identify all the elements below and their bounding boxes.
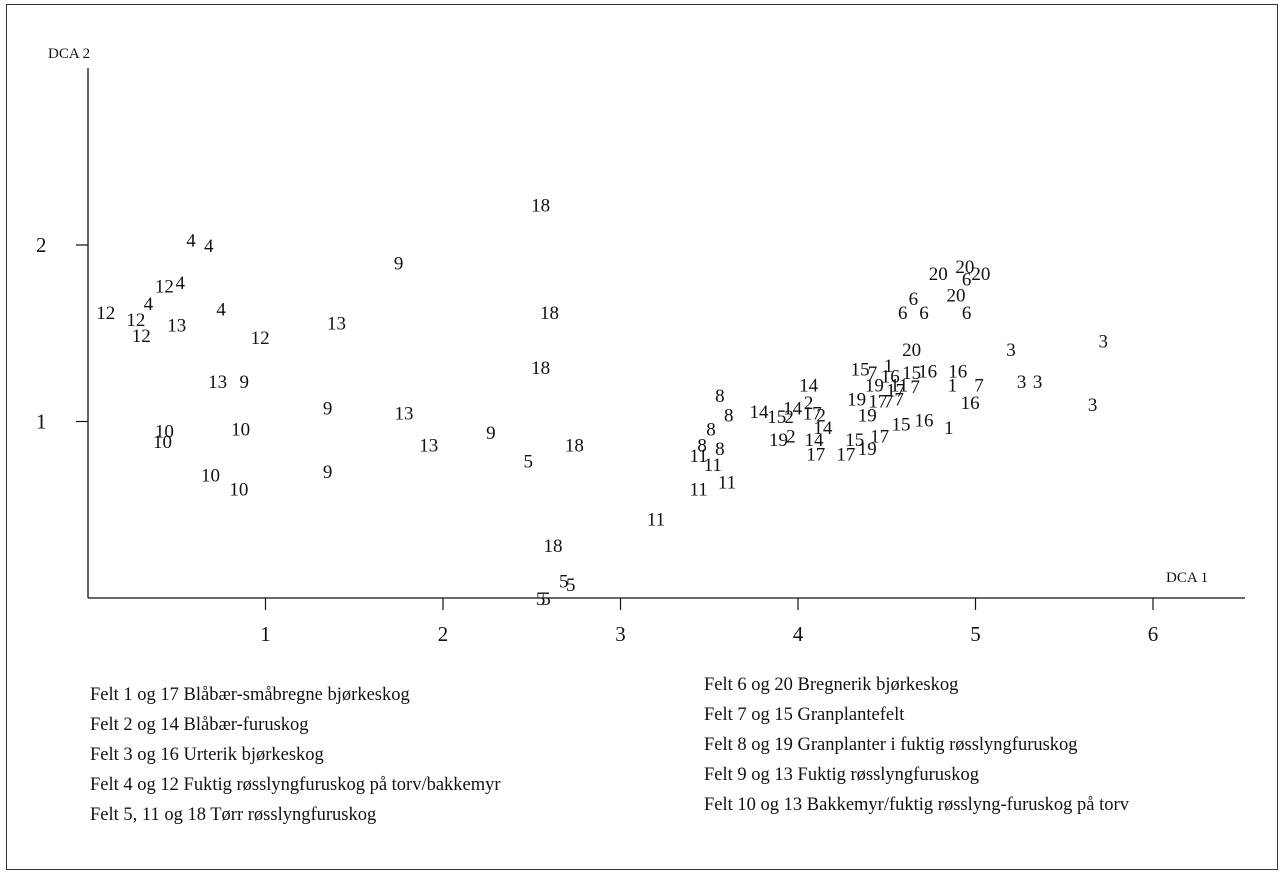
point-site-5: 5 <box>566 575 576 596</box>
legend-entry: Felt 5, 11 og 18 Tørr røsslyngfuruskog <box>90 800 501 830</box>
point-site-11: 11 <box>647 510 665 531</box>
x-tick-label-3: 3 <box>615 622 626 646</box>
point-site-4: 4 <box>204 236 214 257</box>
point-site-17: 17 <box>870 427 889 448</box>
legend-entry: Felt 6 og 20 Bregnerik bjørkeskog <box>704 670 1129 700</box>
point-site-18: 18 <box>540 303 559 324</box>
point-site-2: 2 <box>786 427 796 448</box>
point-site-9: 9 <box>394 254 404 275</box>
x-tick-label-2: 2 <box>438 622 449 646</box>
point-site-4: 4 <box>176 273 186 294</box>
point-site-13: 13 <box>167 315 186 336</box>
point-site-8: 8 <box>715 439 725 460</box>
point-site-1: 1 <box>948 375 958 396</box>
point-site-3: 3 <box>1088 395 1098 416</box>
point-site-10: 10 <box>201 465 220 486</box>
point-site-14: 14 <box>783 398 803 419</box>
x-tick-label-4: 4 <box>793 622 804 646</box>
point-site-13: 13 <box>327 314 346 335</box>
point-site-13: 13 <box>419 435 438 456</box>
point-site-4: 4 <box>186 231 196 252</box>
point-site-20: 20 <box>902 340 921 361</box>
point-site-11: 11 <box>689 480 707 501</box>
point-site-12: 12 <box>251 328 270 349</box>
point-site-8: 8 <box>715 386 725 407</box>
point-site-13: 13 <box>394 404 413 425</box>
point-site-16: 16 <box>961 393 980 414</box>
y-axis-label: DCA 2 <box>48 46 90 62</box>
point-site-9: 9 <box>323 398 333 419</box>
legend-entry: Felt 7 og 15 Granplantefelt <box>704 700 1129 730</box>
legend-entry: Felt 4 og 12 Fuktig røsslyngfuruskog på … <box>90 770 501 800</box>
y-tick-label-1: 1 <box>36 410 47 434</box>
point-site-5: 5 <box>541 589 551 610</box>
point-site-12: 12 <box>96 303 115 324</box>
point-site-6: 6 <box>909 289 919 310</box>
point-site-18: 18 <box>565 435 584 456</box>
point-site-15: 15 <box>891 414 910 435</box>
legend-entry: Felt 2 og 14 Blåbær-furuskog <box>90 710 501 740</box>
legend-entry: Felt 3 og 16 Urterik bjørkeskog <box>90 740 501 770</box>
point-site-16: 16 <box>915 411 934 432</box>
point-site-1: 1 <box>944 418 954 439</box>
point-site-14: 14 <box>813 418 833 439</box>
point-site-12: 12 <box>155 277 174 298</box>
x-tick-label-1: 1 <box>260 622 271 646</box>
legend-entry: Felt 10 og 13 Bakkemyr/fuktig røsslyng-f… <box>704 790 1129 820</box>
point-site-20: 20 <box>971 264 990 285</box>
point-site-18: 18 <box>531 195 550 216</box>
x-axis-label: DCA 1 <box>1166 570 1208 586</box>
point-site-10: 10 <box>231 420 250 441</box>
point-site-19: 19 <box>769 430 788 451</box>
point-site-3: 3 <box>1017 372 1027 393</box>
axis-ticks: 1 2 3 4 5 612 <box>36 233 1158 646</box>
point-site-5: 5 <box>523 451 533 472</box>
point-site-3: 3 <box>1033 372 1043 393</box>
point-site-10: 10 <box>153 432 172 453</box>
legend-right-column: Felt 6 og 20 Bregnerik bjørkeskog Felt 7 … <box>704 670 1129 820</box>
point-site-16: 16 <box>918 361 937 382</box>
point-site-17: 17 <box>806 444 825 465</box>
point-site-14: 14 <box>799 375 819 396</box>
point-site-9: 9 <box>486 423 496 444</box>
point-site-6: 6 <box>962 270 972 291</box>
point-site-3: 3 <box>1006 340 1016 361</box>
point-site-18: 18 <box>544 536 563 557</box>
point-site-6: 6 <box>919 303 929 324</box>
point-site-19: 19 <box>847 390 866 411</box>
point-site-10: 10 <box>229 480 248 501</box>
point-site-9: 9 <box>323 462 333 483</box>
legend-entry: Felt 9 og 13 Fuktig røsslyngfuruskog <box>704 760 1129 790</box>
point-site-4: 4 <box>216 300 226 321</box>
x-tick-label-5: 5 <box>970 622 981 646</box>
legend-entry: Felt 8 og 19 Granplanter i fuktig røssly… <box>704 730 1129 760</box>
point-site-18: 18 <box>531 358 550 379</box>
point-site-6: 6 <box>898 303 908 324</box>
point-site-9: 9 <box>239 372 249 393</box>
point-site-14: 14 <box>749 402 769 423</box>
y-tick-label-2: 2 <box>36 233 47 257</box>
point-site-8: 8 <box>724 405 734 426</box>
legend-left-column: Felt 1 og 17 Blåbær-småbregne bjørkeskog… <box>90 680 501 830</box>
point-site-13: 13 <box>208 372 227 393</box>
point-site-12: 12 <box>132 326 151 347</box>
point-site-3: 3 <box>1099 331 1109 352</box>
point-site-8: 8 <box>706 420 716 441</box>
x-tick-label-6: 6 <box>1148 622 1159 646</box>
point-site-20: 20 <box>929 264 948 285</box>
legend-entry: Felt 1 og 17 Blåbær-småbregne bjørkeskog <box>90 680 501 710</box>
